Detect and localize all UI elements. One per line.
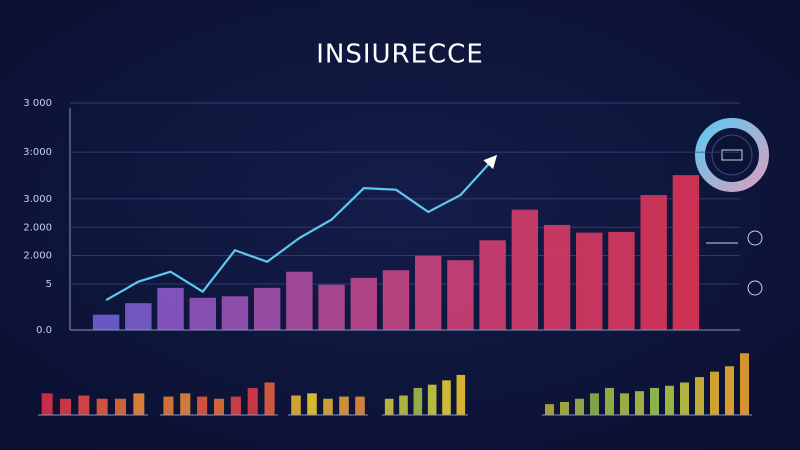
bar: [307, 393, 317, 415]
side-icons: [706, 230, 763, 296]
y-tick-label: 3:000: [23, 147, 52, 158]
bar: [41, 393, 53, 415]
bar: [415, 255, 442, 330]
bar: [605, 387, 614, 415]
bar: [213, 398, 225, 415]
bar: [576, 232, 603, 330]
bar: [635, 391, 644, 415]
bar: [197, 396, 208, 415]
y-tick-label: 5: [46, 279, 52, 290]
chart-title: INSIURECCE: [316, 40, 484, 70]
bar: [230, 396, 241, 415]
bar: [650, 387, 659, 415]
bar: [413, 387, 423, 415]
bar: [384, 398, 394, 415]
y-tick-label: 3.000: [23, 194, 52, 205]
y-tick-label: 2.000: [23, 251, 52, 262]
bar: [382, 270, 410, 330]
bar: [253, 287, 281, 330]
bar: [323, 398, 333, 415]
bar: [590, 393, 599, 415]
bar: [560, 402, 569, 415]
bar: [695, 377, 704, 415]
bar: [221, 296, 249, 330]
bar: [264, 382, 275, 415]
bar: [163, 396, 174, 415]
bar: [60, 398, 71, 415]
bar: [456, 374, 466, 415]
bar: [442, 380, 451, 415]
bar: [447, 260, 474, 330]
bar: [339, 396, 349, 415]
bar: [115, 398, 126, 415]
bar: [511, 209, 539, 330]
bar: [318, 284, 345, 330]
bar: [247, 387, 258, 415]
bar: [575, 398, 584, 415]
bar: [710, 371, 719, 415]
bar: [427, 384, 437, 415]
bar: [96, 398, 108, 415]
bar: [92, 314, 120, 330]
y-tick-label: 0.0: [36, 325, 52, 336]
bar: [740, 353, 749, 415]
bar: [78, 395, 90, 415]
bar: [133, 393, 145, 415]
bar: [543, 224, 571, 330]
bar: [180, 393, 191, 415]
line: [105, 154, 498, 302]
bar: [291, 395, 301, 415]
bar: [640, 195, 667, 330]
y-tick-label: 3 000: [23, 98, 52, 109]
y-tick-label: 2.000: [23, 222, 52, 233]
donut: [695, 118, 769, 192]
bar: [620, 393, 629, 415]
bar: [608, 231, 635, 330]
bar: [355, 396, 365, 415]
bar: [350, 277, 377, 330]
bar: [189, 297, 216, 330]
bar: [286, 271, 313, 330]
bar: [157, 287, 184, 330]
bar: [479, 240, 506, 330]
bar: [399, 395, 408, 415]
bar: [665, 385, 674, 415]
bar: [672, 175, 700, 330]
bar: [545, 404, 554, 415]
bar: [725, 366, 734, 415]
bar: [125, 303, 152, 330]
bar: [680, 382, 689, 415]
